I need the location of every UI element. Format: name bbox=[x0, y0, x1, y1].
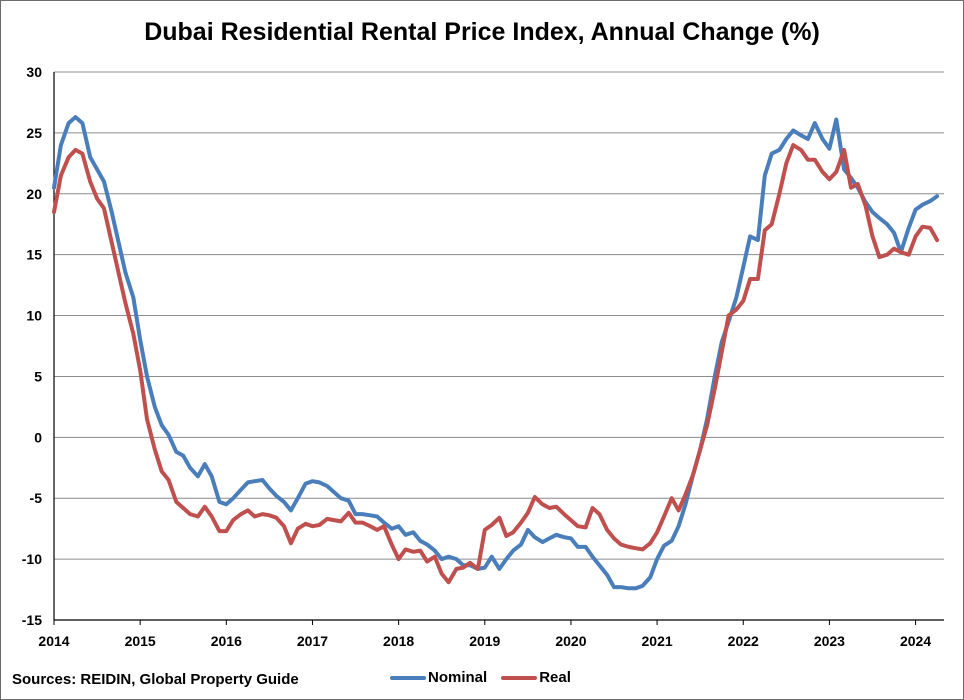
y-tick-label: 5 bbox=[34, 368, 42, 384]
x-tick-label: 2017 bbox=[297, 633, 328, 649]
x-tick-label: 2024 bbox=[900, 633, 931, 649]
y-tick-label: 25 bbox=[26, 125, 42, 141]
legend-item-nominal: Nominal bbox=[390, 669, 487, 686]
legend-item-real: Real bbox=[501, 669, 571, 686]
y-tick-label: 15 bbox=[26, 247, 42, 263]
legend-swatch-real bbox=[501, 675, 538, 680]
series-line-nominal bbox=[52, 115, 940, 591]
source-note: Sources: REIDIN, Global Property Guide bbox=[12, 671, 299, 688]
x-tick-label: 2015 bbox=[125, 633, 156, 649]
y-tick-label: 10 bbox=[26, 308, 42, 324]
x-tick-label: 2018 bbox=[383, 633, 414, 649]
x-tick-label: 2021 bbox=[642, 633, 673, 649]
y-tick-label: -5 bbox=[30, 490, 43, 506]
chart-title: Dubai Residential Rental Price Index, An… bbox=[144, 18, 820, 46]
gridlines bbox=[53, 71, 944, 621]
x-axis-ticks: 2014 2015 2016 2017 2018 2019 2020 2021 2022 2023… bbox=[38, 620, 931, 649]
y-tick-label: 30 bbox=[26, 64, 42, 80]
legend-label-real: Real bbox=[539, 669, 571, 686]
x-tick-label: 2023 bbox=[814, 633, 845, 649]
x-tick-label: 2020 bbox=[555, 633, 586, 649]
y-tick-label: 20 bbox=[26, 186, 42, 202]
x-tick-label: 2014 bbox=[38, 633, 69, 649]
series-lines bbox=[52, 115, 940, 591]
series-line-real bbox=[52, 143, 940, 585]
x-tick-label: 2019 bbox=[469, 633, 500, 649]
legend: Nominal Real bbox=[390, 669, 585, 686]
legend-swatch-nominal bbox=[390, 675, 426, 680]
y-tick-label: 0 bbox=[34, 429, 42, 445]
y-tick-label: -10 bbox=[22, 551, 42, 567]
y-tick-label: -15 bbox=[22, 612, 42, 628]
x-tick-label: 2022 bbox=[728, 633, 759, 649]
x-tick-label: 2016 bbox=[211, 633, 242, 649]
legend-label-nominal: Nominal bbox=[428, 669, 488, 686]
y-axis-ticks: 30 25 20 15 10 5 0 -5 -10 -15 bbox=[22, 64, 42, 628]
